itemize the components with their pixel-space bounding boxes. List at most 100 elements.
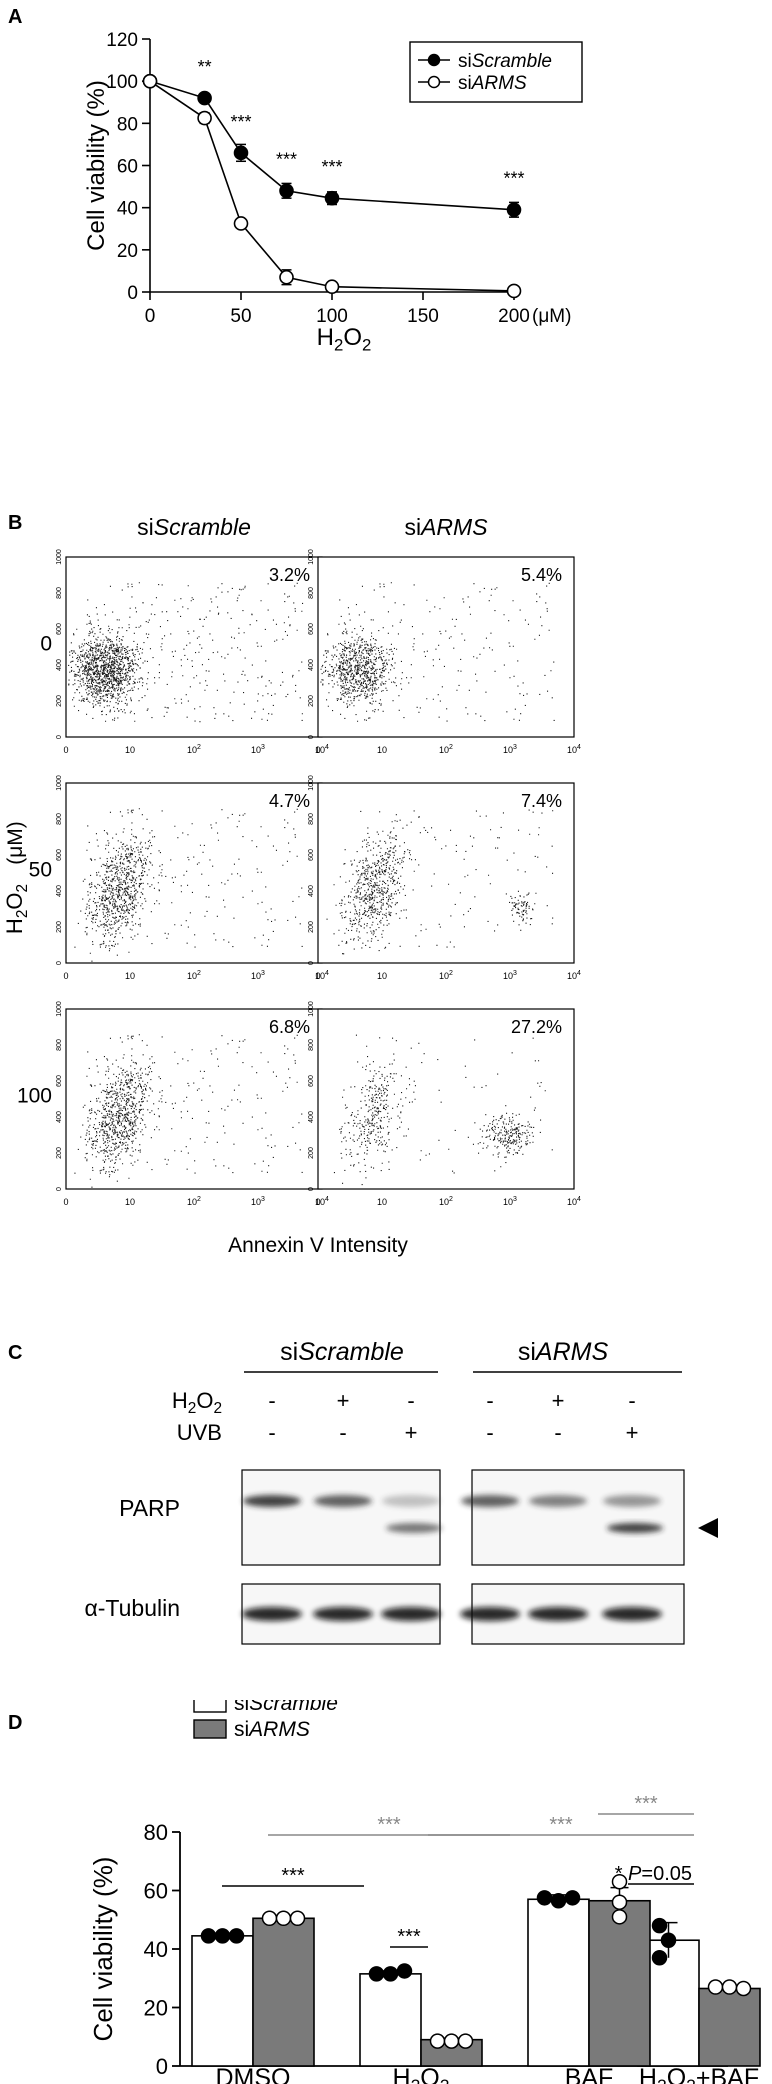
y-tick-label: 800 <box>56 813 63 825</box>
data-point-siARMS <box>197 110 212 126</box>
y-tick-label: 40 <box>144 1937 168 1962</box>
series-line-siARMS <box>149 80 515 292</box>
y-tick-label: 0 <box>308 961 315 965</box>
parp-cleaved-band <box>386 1523 442 1533</box>
x-tick-label: 103 <box>503 970 517 981</box>
group-label-siARMS: siARMS <box>518 1338 609 1366</box>
uvb-sign: - <box>486 1420 493 1445</box>
data-point-siScramble <box>228 1928 245 1944</box>
y-tick-label: 400 <box>56 1111 63 1123</box>
category-label-H2O2+BAF: H2O2+BAF <box>639 2064 759 2084</box>
legend-marker <box>427 75 441 89</box>
x-tick-label: 0 <box>315 745 320 755</box>
y-tick-label: 800 <box>56 587 63 599</box>
data-point-siScramble <box>324 190 340 206</box>
bar-siARMS-DMSO <box>252 1917 315 2067</box>
y-tick-label: 80 <box>144 1820 168 1845</box>
scatter-dots <box>74 1034 303 1188</box>
blot-label-tubulin: α-Tubulin <box>84 1595 180 1621</box>
bar-siARMS-BAF <box>588 1899 651 2067</box>
y-tick-label: 600 <box>308 1075 315 1087</box>
y-tick-label: 1000 <box>56 1001 63 1017</box>
y-tick-label: 200 <box>308 921 315 933</box>
x-tick-label: 10 <box>125 971 135 981</box>
data-point-siScramble <box>660 1932 677 1948</box>
y-tick-label: 0 <box>56 1187 63 1191</box>
y-tick-label: 1000 <box>56 775 63 791</box>
data-point-siARMS <box>233 216 249 231</box>
y-tick-label: 40 <box>117 199 138 220</box>
panel-d-letter: D <box>8 1712 23 1734</box>
y-tick-label: 0 <box>308 735 315 739</box>
significance-marker: *** <box>230 112 251 132</box>
significance-label: *** <box>549 1814 573 1836</box>
x-tick-label: 103 <box>503 1196 517 1207</box>
x-tick-label: 104 <box>567 744 581 755</box>
y-tick-label: 600 <box>56 1075 63 1087</box>
x-tick-label: 0 <box>63 745 68 755</box>
bar-siScramble-H2O2 <box>359 1973 422 2067</box>
x-tick-label: 0 <box>145 306 156 327</box>
x-tick-label: 0 <box>63 971 68 981</box>
column-header-siARMS: siARMS <box>404 514 488 540</box>
data-point-siScramble <box>214 1928 231 1944</box>
data-point-siScramble <box>382 1966 399 1982</box>
y-tick-label: 1000 <box>308 1001 315 1017</box>
h2o2-sign: + <box>337 1388 350 1413</box>
y-tick-label: 200 <box>56 695 63 707</box>
y-tick-label: 400 <box>308 885 315 897</box>
treatment-label-uvb: UVB <box>177 1420 222 1445</box>
x-tick-label: 103 <box>251 1196 265 1207</box>
data-point-siARMS <box>506 283 522 299</box>
series-line-siScramble <box>149 80 515 211</box>
data-point-siARMS <box>429 2033 446 2049</box>
data-point-siScramble <box>536 1890 553 1906</box>
h2o2-sign: - <box>628 1388 635 1413</box>
legend-label-siARMS: siARMS <box>234 1718 310 1741</box>
significance-label: * P=0.05 <box>615 1863 692 1885</box>
x-tick-label: 100 <box>316 306 348 327</box>
y-tick-label: 120 <box>106 30 138 51</box>
tubulin-band <box>381 1607 441 1621</box>
data-point-siScramble <box>651 1950 668 1966</box>
y-tick-label: 1000 <box>56 549 63 565</box>
y-tick-label: 200 <box>308 695 315 707</box>
data-point-siScramble <box>368 1966 385 1982</box>
h2o2-sign: - <box>407 1388 414 1413</box>
parp-full-band <box>382 1495 440 1507</box>
data-point-siScramble <box>279 183 294 199</box>
row-label-50: 50 <box>29 859 52 882</box>
y-tick-label: 100 <box>106 72 138 93</box>
y-tick-label: 400 <box>308 1111 315 1123</box>
y-tick-label: 0 <box>127 283 138 304</box>
x-tick-label: 104 <box>315 970 329 981</box>
y-tick-label: 0 <box>56 961 63 965</box>
uvb-sign: + <box>405 1420 418 1445</box>
y-tick-label: 0 <box>56 735 63 739</box>
bar-siARMS-H2O2+BAF <box>698 1987 761 2067</box>
panel-c-western-blot: siScramble siARMS H2O2 UVB - - + - - + - - + - - + PARP α… <box>84 1338 718 1645</box>
y-tick-label: 600 <box>56 849 63 861</box>
x-tick-label: 0 <box>315 1197 320 1207</box>
plot-frame <box>317 782 575 964</box>
legend-label-siScramble: siScramble <box>458 51 552 72</box>
x-tick-label: 104 <box>315 744 329 755</box>
y-tick-label: 200 <box>56 1147 63 1159</box>
y-tick-label: 1000 <box>308 549 315 565</box>
y-tick-label: 600 <box>308 623 315 635</box>
x-tick-label: 0 <box>63 1197 68 1207</box>
y-axis-title: Cell viability (%) <box>83 80 110 251</box>
x-unit-label: (μM) <box>532 306 571 327</box>
data-point-siARMS <box>443 2033 460 2049</box>
x-tick-label: 102 <box>439 970 453 981</box>
x-tick-label: 104 <box>567 970 581 981</box>
tubulin-band <box>528 1607 588 1621</box>
category-label-H2O2: H2O2 <box>393 2064 450 2084</box>
x-tick-label: 102 <box>187 1196 201 1207</box>
column-header-siScramble: siScramble <box>137 514 251 540</box>
gate-percentage: 3.2% <box>269 565 310 585</box>
y-tick-label: 800 <box>308 1039 315 1051</box>
x-tick-label: 103 <box>251 970 265 981</box>
row-label-0: 0 <box>40 633 52 656</box>
